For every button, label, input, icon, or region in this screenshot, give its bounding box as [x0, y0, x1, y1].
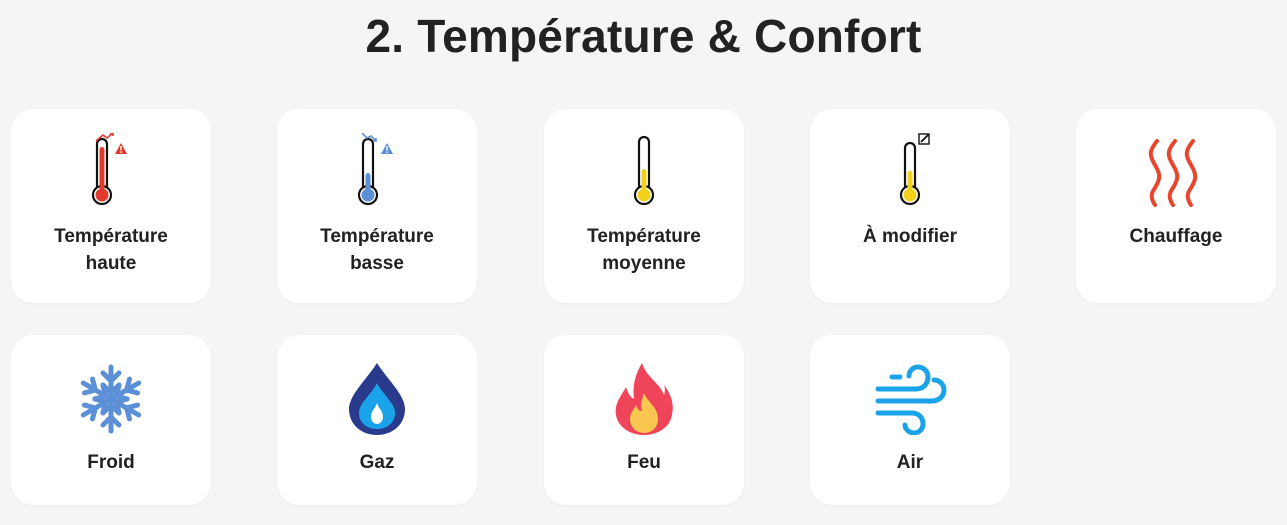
thermometer-low-icon [277, 133, 477, 213]
card-label: Température basse [320, 226, 434, 274]
wind-icon [810, 359, 1010, 439]
card-label: Gaz [359, 452, 395, 473]
thermometer-edit-icon [810, 133, 1010, 213]
card-froid[interactable]: Froid [11, 335, 211, 505]
thermometer-high-icon [11, 133, 211, 213]
card-label: À modifier [863, 226, 957, 247]
card-temperature-haute[interactable]: Température haute [11, 109, 211, 303]
card-label: Chauffage [1129, 226, 1223, 247]
card-label: Feu [627, 452, 661, 473]
card-label: Température moyenne [587, 226, 701, 274]
card-temperature-basse[interactable]: Température basse [277, 109, 477, 303]
card-label: Froid [87, 452, 135, 473]
card-temperature-moyenne[interactable]: Température moyenne [544, 109, 744, 303]
card-gaz[interactable]: Gaz [277, 335, 477, 505]
card-feu[interactable]: Feu [544, 335, 744, 505]
card-label: Température haute [54, 226, 168, 274]
page-title: 2. Température & Confort [365, 10, 922, 62]
heating-waves-icon [1076, 133, 1276, 213]
card-label: Air [896, 452, 924, 473]
fire-icon [544, 359, 744, 439]
snowflake-icon [11, 359, 211, 439]
thermometer-medium-icon [544, 133, 744, 213]
card-a-modifier[interactable]: À modifier [810, 109, 1010, 303]
gas-drop-icon [277, 359, 477, 439]
card-air[interactable]: Air [810, 335, 1010, 505]
card-chauffage[interactable]: Chauffage [1076, 109, 1276, 303]
